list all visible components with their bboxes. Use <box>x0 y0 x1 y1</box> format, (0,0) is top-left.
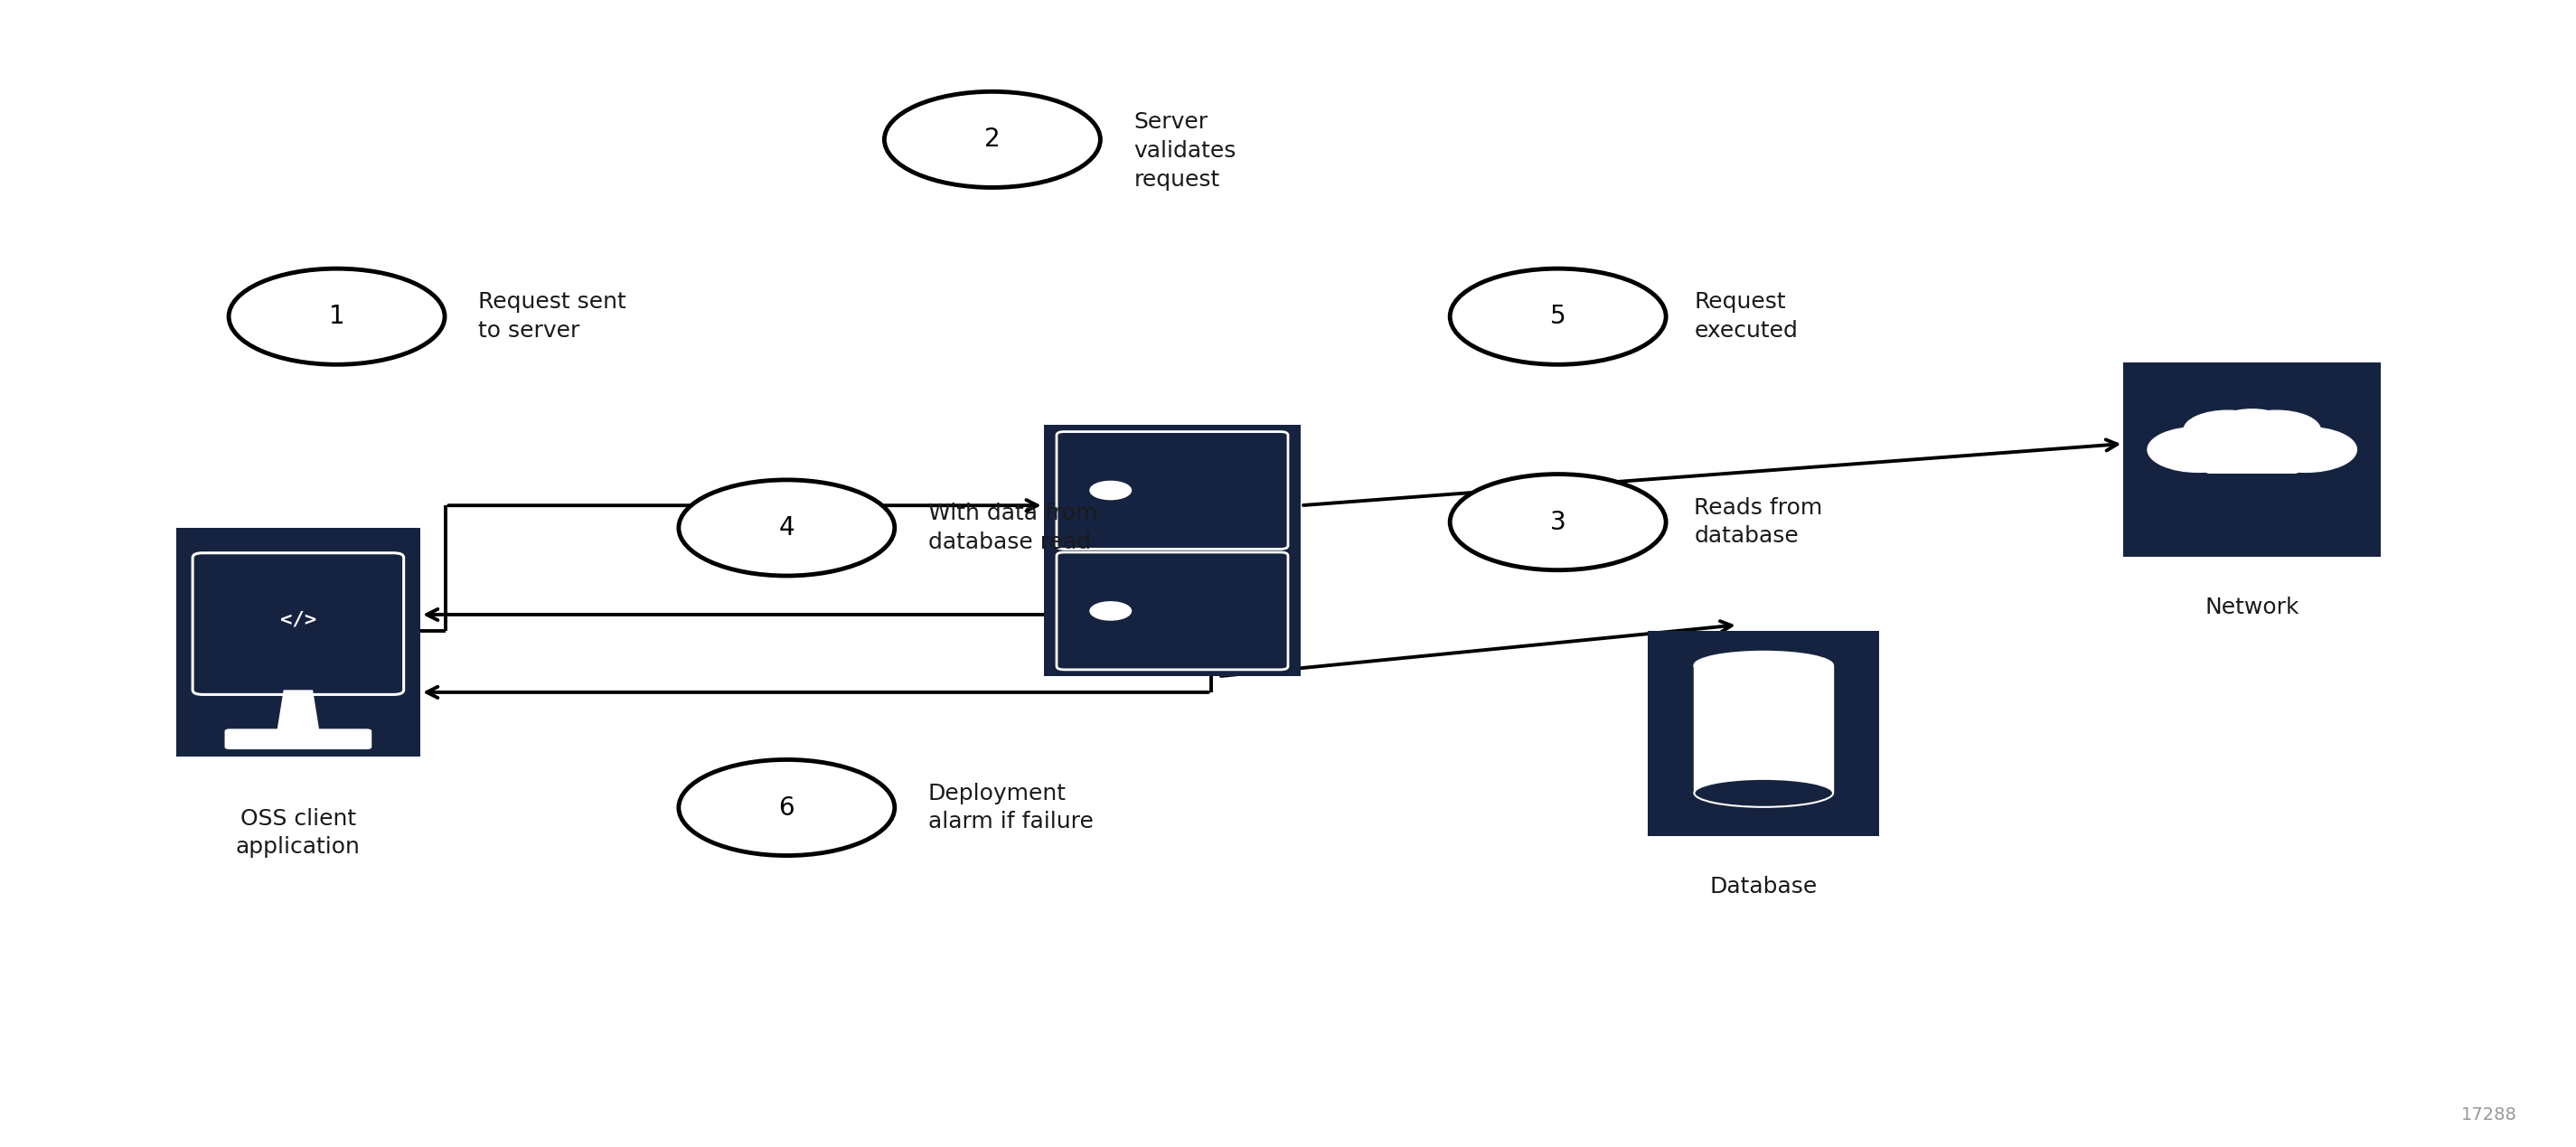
Text: With data from
database read: With data from database read <box>927 502 1097 553</box>
Circle shape <box>229 268 446 365</box>
Polygon shape <box>1695 665 1834 793</box>
FancyBboxPatch shape <box>193 553 404 695</box>
FancyBboxPatch shape <box>175 528 420 756</box>
Polygon shape <box>2133 474 2370 552</box>
Ellipse shape <box>1695 651 1834 679</box>
Polygon shape <box>276 690 319 735</box>
Text: Reads from
database: Reads from database <box>1695 497 1824 547</box>
FancyBboxPatch shape <box>1649 631 1880 836</box>
Text: 5: 5 <box>1551 304 1566 329</box>
Text: Database: Database <box>1710 876 1819 898</box>
Text: 17288: 17288 <box>2460 1107 2517 1124</box>
Text: Request
executed: Request executed <box>1695 291 1798 342</box>
FancyBboxPatch shape <box>1056 552 1288 670</box>
Text: 6: 6 <box>778 795 793 820</box>
Text: Request sent
to server: Request sent to server <box>479 291 626 342</box>
FancyBboxPatch shape <box>224 728 371 749</box>
Text: 2: 2 <box>984 127 999 153</box>
Circle shape <box>677 479 894 576</box>
Text: 1: 1 <box>330 304 345 329</box>
Circle shape <box>1090 602 1131 621</box>
Text: OSS client
application: OSS client application <box>237 807 361 858</box>
Circle shape <box>2148 427 2249 473</box>
Circle shape <box>1090 482 1131 499</box>
FancyBboxPatch shape <box>1043 426 1301 677</box>
Circle shape <box>2233 411 2321 450</box>
FancyBboxPatch shape <box>1056 431 1288 549</box>
Circle shape <box>2215 409 2290 443</box>
Circle shape <box>677 759 894 856</box>
Text: Server
validates
request: Server validates request <box>1133 111 1236 190</box>
Text: 3: 3 <box>1551 509 1566 535</box>
Text: Network: Network <box>2205 596 2300 618</box>
Text: </>: </> <box>281 610 317 629</box>
Text: 4: 4 <box>778 515 793 540</box>
Circle shape <box>2254 427 2357 473</box>
Text: Deployment
alarm if failure: Deployment alarm if failure <box>927 782 1092 833</box>
Circle shape <box>2184 419 2321 479</box>
Ellipse shape <box>1695 779 1834 807</box>
Circle shape <box>2184 411 2272 450</box>
FancyBboxPatch shape <box>2123 362 2380 556</box>
Circle shape <box>884 92 1100 187</box>
Circle shape <box>1450 474 1667 570</box>
Circle shape <box>1450 268 1667 365</box>
